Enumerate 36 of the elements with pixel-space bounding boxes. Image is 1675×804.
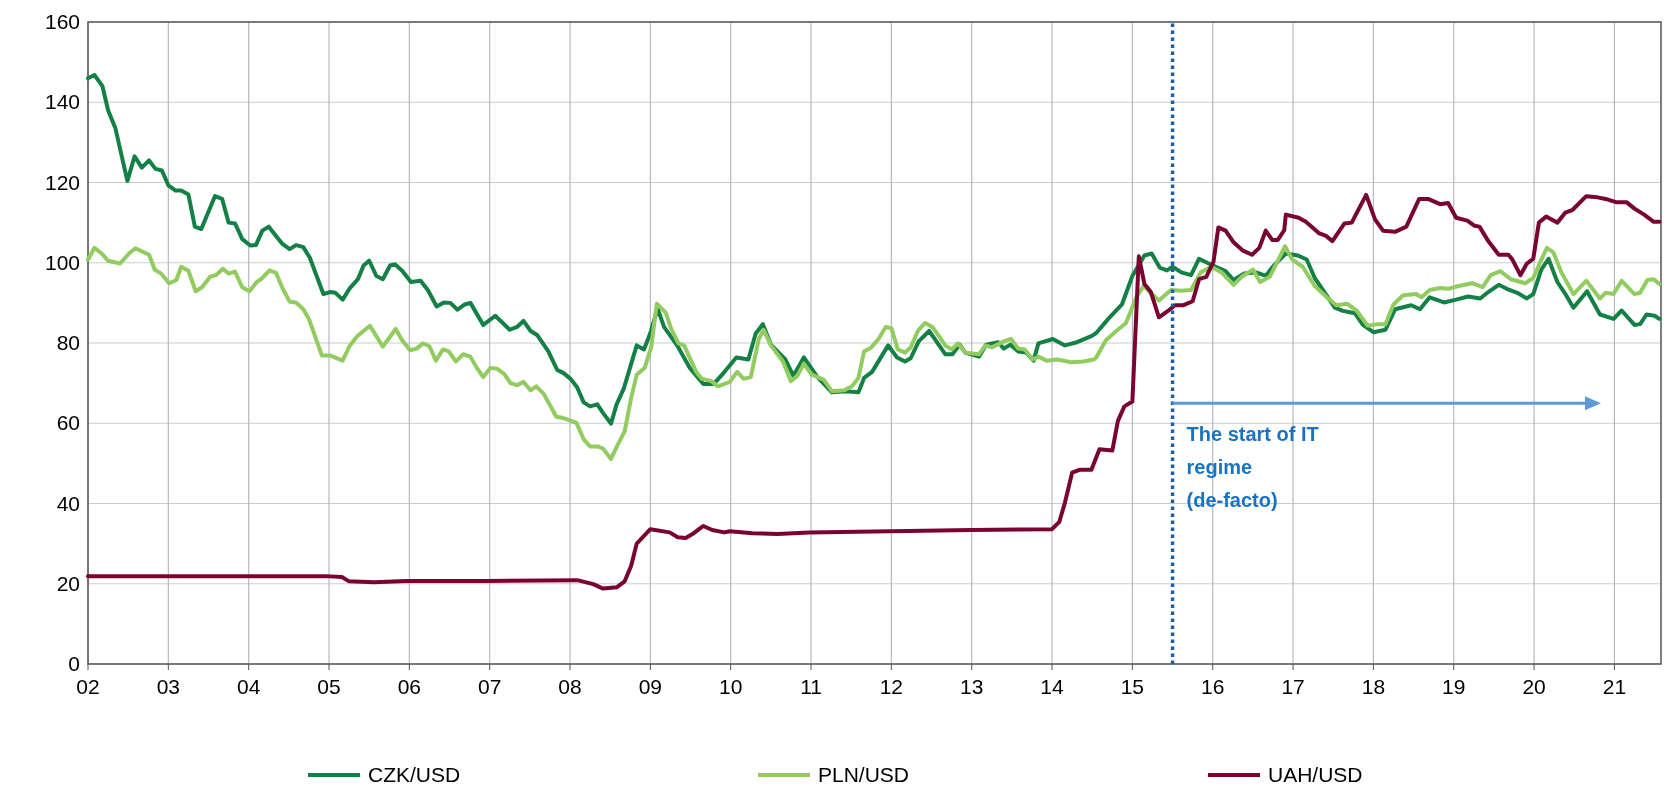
x-tick-label: 19 [1442,675,1466,698]
legend-label: UAH/USD [1268,763,1363,786]
x-tick-label: 14 [1040,675,1065,698]
x-tick-label: 02 [76,675,100,698]
x-tick-label: 08 [558,675,582,698]
y-tick-label: 120 [44,170,80,194]
line-series [86,72,1662,426]
x-tick-label: 12 [879,675,904,698]
y-tick-label: 0 [68,652,80,675]
y-tick-label: 160 [44,10,80,33]
x-tick-label: 10 [719,675,743,698]
y-tick-label: 140 [44,90,80,114]
y-tick-label: 80 [56,331,80,354]
x-tick-label: 16 [1201,675,1225,698]
x-tick-label: 05 [317,675,341,698]
line-series [86,244,1662,461]
y-tick-label: 60 [56,411,80,435]
y-tick-label: 100 [44,250,80,274]
x-tick-label: 09 [638,675,663,698]
legend-label: CZK/USD [368,763,461,786]
x-tick-label: 15 [1120,675,1145,698]
y-tick-label: 40 [56,491,80,515]
y-tick-label: 20 [56,571,80,595]
annotation: The start of IT regime (de-facto) [1186,423,1319,512]
legend-label: PLN/USD [818,763,910,786]
x-tick-label: 04 [236,675,261,698]
x-tick-label: 13 [960,675,984,698]
x-tick-label: 03 [156,675,181,698]
line-series [86,192,1662,591]
x-tick-label: 11 [800,675,822,698]
x-tick-label: 18 [1361,675,1386,698]
x-tick-label: 17 [1281,675,1305,698]
x-tick-label: 20 [1522,675,1546,698]
x-tick-label: 06 [397,675,422,698]
x-tick-label: 21 [1602,675,1627,698]
x-tick-label: 07 [478,675,502,698]
